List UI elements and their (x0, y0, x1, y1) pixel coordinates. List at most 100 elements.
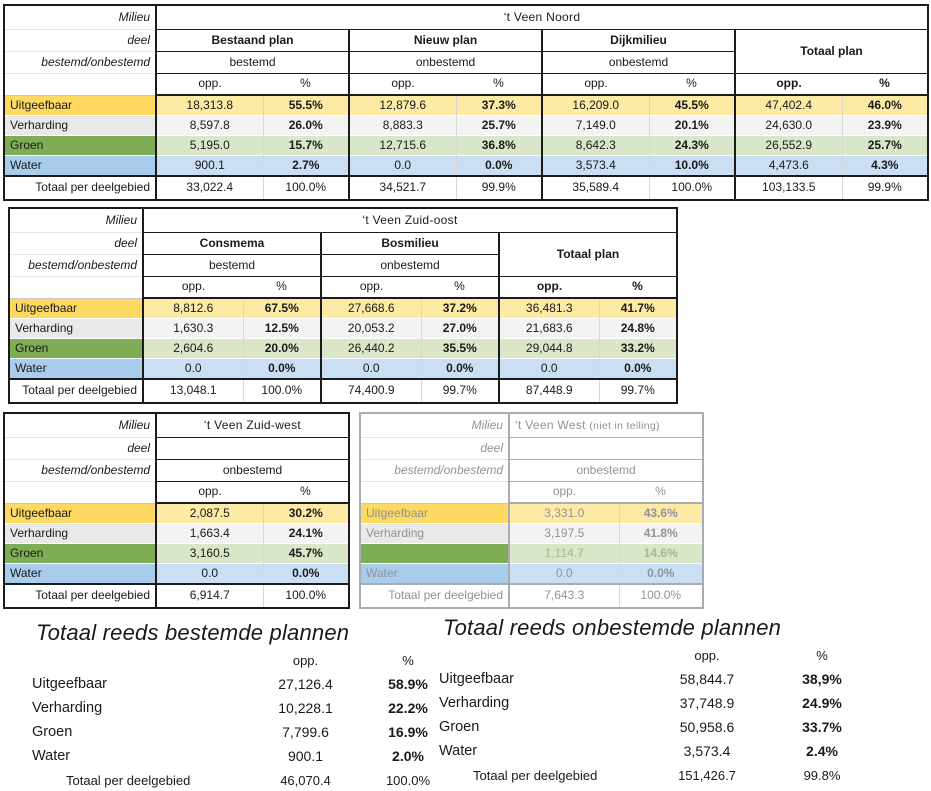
opp-value: 24,630.0 (734, 115, 842, 136)
pct-value: 45.5% (648, 94, 735, 116)
pct-value: 35.5% (420, 338, 499, 359)
row-total: Totaal per deelgebied 13,048.1 100.0% 74… (9, 378, 677, 403)
header-bestemd-onbestemd: bestemd/onbestemd (360, 459, 510, 482)
pct-value: 4.3% (841, 155, 928, 176)
pct-value: 20.1% (648, 115, 735, 136)
total-pct-value: 100.0% (385, 772, 431, 788)
group-name: Bosmilieu (320, 232, 499, 255)
opp-value: 47,402.4 (734, 94, 842, 116)
row-uitgeefbaar: Uitgeefbaar 18,313.8 55.5% 12,879.6 37.3… (4, 94, 928, 116)
pct-value: 45.7% (262, 543, 349, 564)
pct-value: 38,9% (802, 671, 842, 687)
pct-value: 58.9% (388, 676, 428, 692)
opp-value: 0.0 (498, 358, 599, 379)
total-pct-value: 99.9% (455, 175, 542, 200)
row-uitgeefbaar: Uitgeefbaar 3,331.0 43.6% (360, 502, 703, 524)
table-row: opp. % (437, 643, 872, 667)
table-row: bestemd/onbestemd onbestemd (4, 459, 349, 482)
pct-value: 30.2% (262, 502, 349, 524)
row-label-groen: Groen (4, 543, 157, 564)
total-pct-value: 99.8% (803, 767, 841, 783)
table-title-text: ‘t Veen West (515, 417, 586, 432)
col-header-opp: opp. (541, 73, 649, 96)
summary-title: Totaal reeds bestemde plannen (36, 620, 350, 645)
opp-value: 12,879.6 (348, 94, 456, 116)
table-row: bestemd/onbestemd bestemd onbestemd onbe… (4, 51, 928, 74)
group-status: onbestemd (541, 51, 735, 74)
total-opp-value: 34,521.7 (348, 175, 456, 200)
row-label-water: Water (32, 748, 71, 764)
row-water: Water 900.1 2.7% 0.0 0.0% 3,573.4 10.0% … (4, 155, 928, 176)
col-header-pct: % (402, 652, 414, 668)
pct-value: 41.7% (598, 297, 677, 319)
row-groen: Groen 2,604.6 20.0% 26,440.2 35.5% 29,04… (9, 338, 677, 359)
opp-value: 20,053.2 (320, 318, 421, 339)
opp-value: 8,597.8 (155, 115, 263, 136)
table-row: opp. % (360, 481, 703, 504)
table-row: Milieu ‘t Veen Zuid-west (4, 413, 349, 438)
row-verharding: Verharding 1,663.4 24.1% (4, 523, 349, 544)
opp-value: 27,126.4 (278, 676, 333, 692)
row-total: Totaal per deelgebied 6,914.7 100.0% (4, 583, 349, 608)
row-water: Water 3,573.4 2.4% (437, 739, 872, 763)
row-label-verharding: Verharding (360, 523, 510, 544)
row-verharding: Verharding 10,228.1 22.2% (30, 696, 453, 720)
col-header-opp: opp. (292, 652, 319, 668)
summary-onbestemd: Totaal reeds onbestemde plannen opp. % U… (437, 615, 902, 787)
row-water: Water 0.0 0.0% 0.0 0.0% 0.0 0.0% (9, 358, 677, 379)
group-name: Consmema (142, 232, 321, 255)
col-header-opp: opp. (498, 276, 599, 299)
total-row-label: Totaal per deelgebied (473, 767, 598, 783)
total-opp-value: 7,643.3 (508, 583, 619, 608)
opp-value: 16,209.0 (541, 94, 649, 116)
row-water: Water 0.0 0.0% (4, 563, 349, 584)
row-label-uitgeefbaar: Uitgeefbaar (439, 671, 514, 687)
group-name-total: Totaal plan (498, 232, 677, 277)
opp-value: 5,195.0 (155, 135, 263, 156)
header-bestemd-onbestemd: bestemd/onbestemd (4, 51, 157, 74)
row-label-uitgeefbaar: Uitgeefbaar (32, 676, 107, 692)
group-status: onbestemd (320, 254, 499, 277)
opp-value: 2,087.5 (155, 502, 263, 524)
table-veen-west: Milieu ‘t Veen West (niet in telling) de… (359, 412, 704, 609)
pct-value: 2.7% (262, 155, 349, 176)
pct-value: 12.5% (242, 318, 321, 339)
group-name (508, 437, 703, 460)
pct-value: 33.7% (802, 719, 842, 735)
row-label-verharding: Verharding (9, 318, 144, 339)
row-uitgeefbaar: Uitgeefbaar 2,087.5 30.2% (4, 502, 349, 524)
pct-value: 24.9% (802, 695, 842, 711)
total-opp-value: 151,426.7 (678, 767, 736, 783)
table-row: deel (4, 437, 349, 460)
opp-value: 50,958.6 (679, 719, 735, 735)
opp-value: 8,642.3 (541, 135, 649, 156)
col-header-spacer (4, 73, 157, 96)
pct-value: 67.5% (242, 297, 321, 319)
pct-value: 2.0% (392, 748, 424, 764)
total-pct-value: 100.0% (242, 378, 321, 403)
opp-value: 0.0 (155, 563, 263, 584)
opp-value: 1,630.3 (142, 318, 243, 339)
table-row: bestemd/onbestemd onbestemd (360, 459, 703, 482)
row-verharding: Verharding 1,630.3 12.5% 20,053.2 27.0% … (9, 318, 677, 339)
pct-value: 46.0% (841, 94, 928, 116)
row-groen: Groen 7,799.6 16.9% (30, 720, 453, 744)
col-header-pct: % (421, 276, 499, 299)
opp-value: 0.0 (348, 155, 456, 176)
table-title: ‘t Veen Zuid-west (156, 413, 349, 438)
pct-value: 0.0% (262, 563, 349, 584)
row-label-groen: Groen (439, 719, 480, 735)
row-water: Water 900.1 2.0% (30, 744, 453, 768)
col-header-pct: % (816, 647, 828, 663)
group-name: Nieuw plan (348, 29, 542, 52)
pct-value: 0.0% (598, 358, 677, 379)
col-header-spacer (30, 648, 248, 672)
table-row: deel Consmema Bosmilieu Totaal plan (9, 232, 677, 277)
opp-value: 26,552.9 (734, 135, 842, 156)
row-label-water: Water (439, 743, 478, 759)
opp-value: 900.1 (155, 155, 263, 176)
summary-table: opp. % Uitgeefbaar 27,126.4 58.9% Verhar… (30, 648, 453, 791)
row-label-verharding: Verharding (4, 523, 157, 544)
table-title: ‘t Veen West (niet in telling) (509, 413, 703, 438)
